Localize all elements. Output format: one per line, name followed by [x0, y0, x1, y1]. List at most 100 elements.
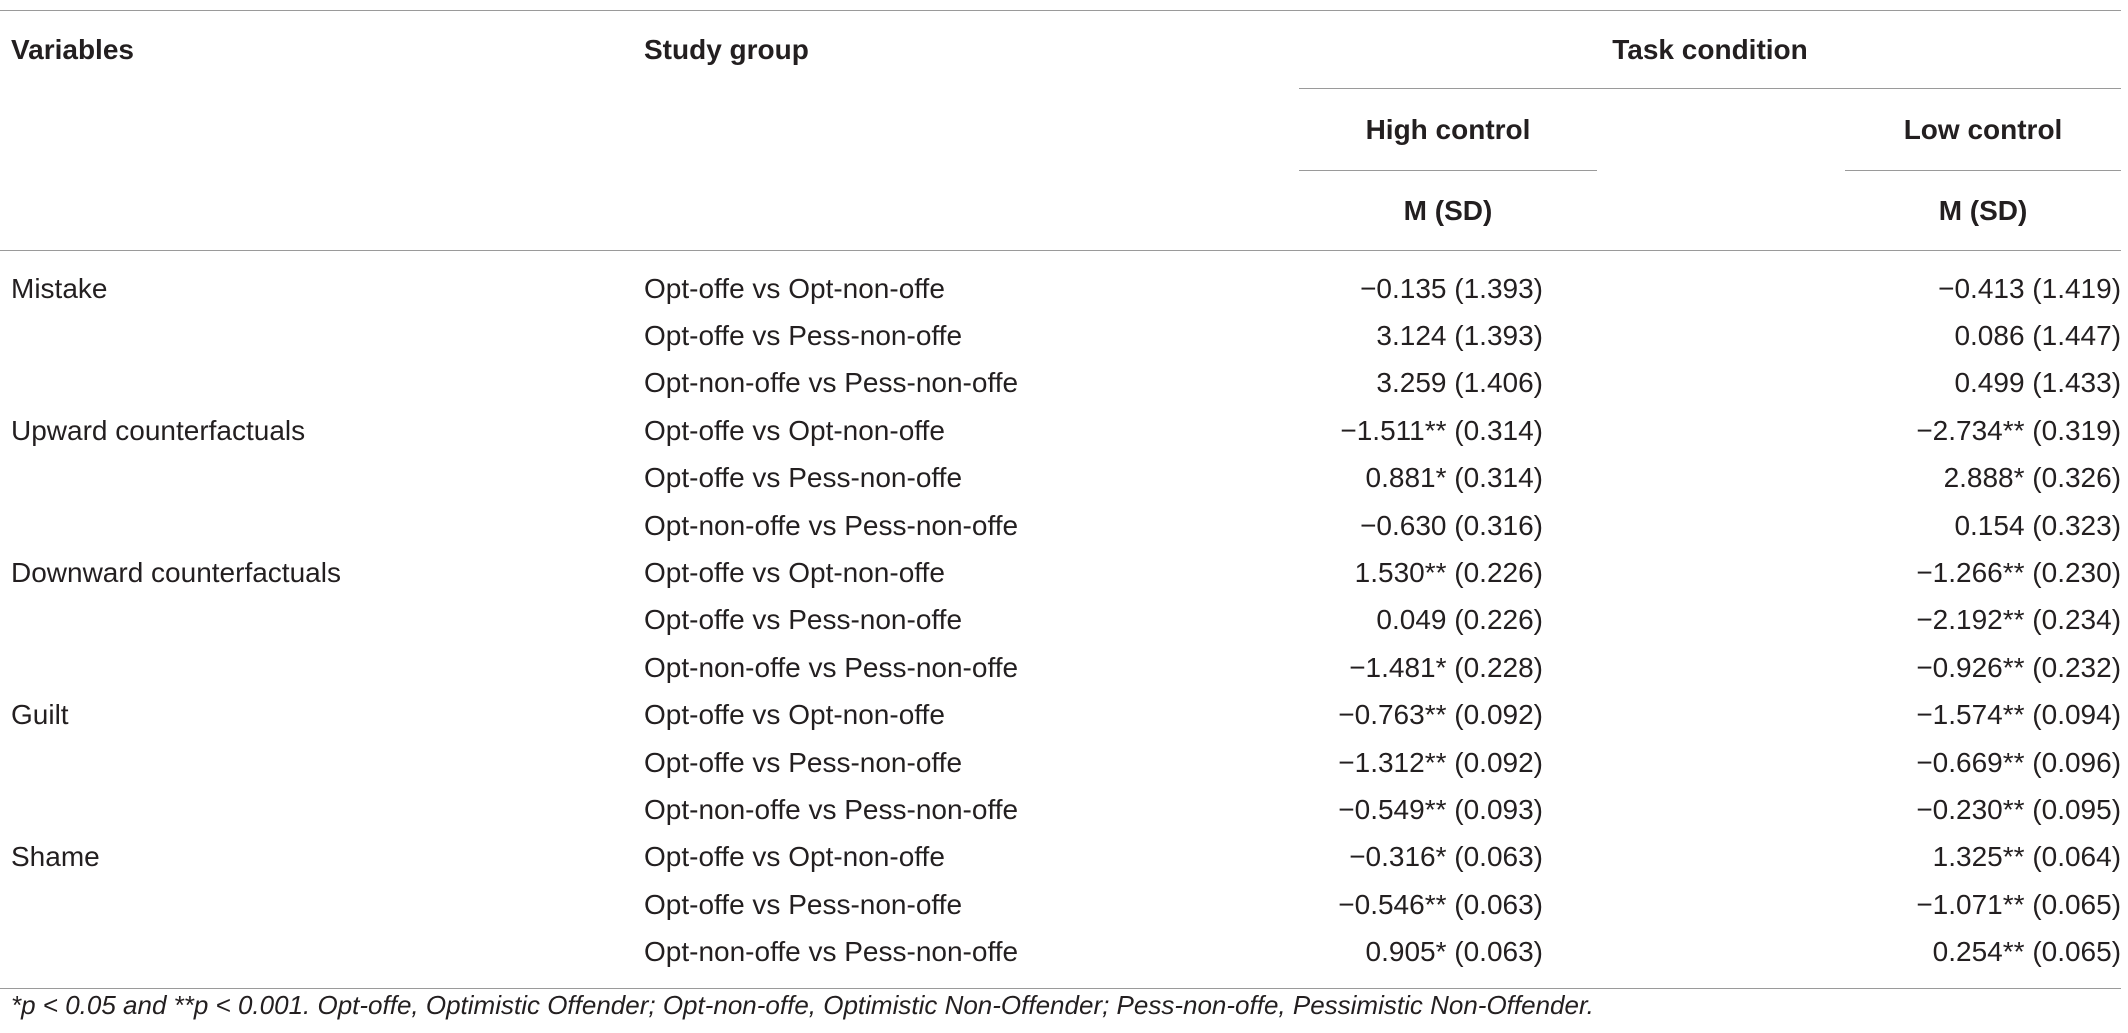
cell-low-control: 1.325** (0.064)	[1932, 841, 2122, 873]
cell-low-control: −1.266** (0.230)	[1916, 557, 2122, 589]
cell-study-group: Opt-offe vs Pess-non-offe	[644, 462, 963, 494]
cell-high-control: −1.481* (0.228)	[1349, 651, 1543, 683]
header-row-2: High control Low control	[0, 88, 2122, 171]
table-footnote: *p < 0.05 and **p < 0.001. Opt-offe, Opt…	[11, 990, 1594, 1020]
cell-high-control: −1.312** (0.092)	[1338, 746, 1543, 778]
cell-high-control: −0.135 (1.393)	[1360, 272, 1543, 304]
table-row: Upward counterfactuals Opt-offe vs Opt-no…	[0, 407, 2121, 454]
cell-variable	[0, 312, 644, 359]
cell-gap	[1597, 881, 1845, 928]
cell-study-group: Opt-offe vs Opt-non-offe	[644, 414, 945, 446]
header-empty-cell	[0, 170, 644, 251]
cell-low-control: 0.154 (0.323)	[1954, 509, 2122, 541]
cell-variable	[0, 928, 644, 989]
cell-gap	[1597, 786, 1845, 833]
cell-low-control: 0.254** (0.065)	[1845, 928, 2122, 989]
cell-variable	[0, 455, 644, 502]
table-row: Downward counterfactuals Opt-offe vs Opt-…	[0, 549, 2121, 596]
cell-study-group: Opt-non-offe vs Pess-non-offe	[644, 651, 1019, 683]
cell-low-control: −1.574** (0.094)	[1916, 699, 2122, 731]
cell-variable	[0, 502, 644, 549]
cell-gap	[1597, 407, 1845, 454]
table-row: Opt-offe vs Pess-non-offe 0.881* (0.314) 2…	[0, 455, 2121, 502]
cell-low-control: 0.086 (1.447)	[1954, 320, 2122, 352]
cell-study-group: Opt-offe vs Opt-non-offe	[644, 557, 945, 589]
header-high-control: High control	[1299, 88, 1597, 171]
table-row: Opt-offe vs Pess-non-offe −1.312** (0.092…	[0, 739, 2121, 786]
table-row: Opt-offe vs Pess-non-offe 3.124 (1.393) 0.…	[0, 312, 2121, 359]
cell-high-control: 0.049 (0.226)	[1376, 604, 1543, 636]
cell-gap	[1597, 360, 1845, 407]
cell-gap	[1597, 502, 1845, 549]
cell-variable	[0, 739, 644, 786]
cell-high-control: 0.881* (0.314)	[1365, 462, 1543, 494]
table-row: Opt-offe vs Pess-non-offe −0.546** (0.063…	[0, 881, 2121, 928]
table-row: Opt-non-offe vs Pess-non-offe −0.549** (0…	[0, 786, 2121, 833]
cell-low-control: −2.734** (0.319)	[1916, 414, 2122, 446]
cell-study-group: Opt-non-offe vs Pess-non-offe	[644, 793, 1019, 825]
table-body: Mistake Opt-offe vs Opt-non-offe −0.135 (1…	[0, 251, 2122, 989]
cell-variable: Mistake	[11, 272, 108, 304]
cell-study-group: Opt-offe vs Opt-non-offe	[644, 699, 945, 731]
header-row-3: M (SD) M (SD)	[0, 170, 2122, 251]
cell-high-control: 0.905* (0.063)	[1299, 928, 1597, 989]
header-task-condition: Task condition	[1299, 10, 2122, 89]
cell-gap	[1597, 644, 1845, 691]
cell-high-control: 1.530** (0.226)	[1354, 557, 1543, 589]
table-row: Opt-non-offe vs Pess-non-offe 0.905* (0.0…	[0, 928, 2122, 989]
header-m-sd-high: M (SD)	[1299, 170, 1597, 251]
cell-high-control: −0.546** (0.063)	[1338, 888, 1543, 920]
header-empty-cell	[0, 89, 644, 171]
header-gap	[1597, 88, 1845, 171]
cell-gap	[1597, 251, 1845, 313]
cell-high-control: 3.124 (1.393)	[1376, 320, 1543, 352]
cell-gap	[1597, 549, 1845, 596]
cell-low-control: −0.230** (0.095)	[1916, 793, 2122, 825]
cell-gap	[1597, 928, 1845, 989]
cell-variable: Shame	[11, 841, 100, 873]
cell-study-group: Opt-non-offe vs Pess-non-offe	[644, 367, 1019, 399]
header-variables: Variables	[0, 10, 644, 89]
cell-study-group: Opt-offe vs Pess-non-offe	[644, 888, 963, 920]
header-low-control: Low control	[1845, 88, 2122, 171]
cell-low-control: −0.669** (0.096)	[1916, 746, 2122, 778]
cell-variable	[0, 597, 644, 644]
cell-low-control: −1.071** (0.065)	[1916, 888, 2122, 920]
cell-variable	[0, 881, 644, 928]
cell-variable: Upward counterfactuals	[11, 414, 306, 446]
header-empty-cell	[644, 170, 1299, 251]
table-row: Opt-non-offe vs Pess-non-offe 3.259 (1.40…	[0, 360, 2121, 407]
cell-low-control: 0.499 (1.433)	[1954, 367, 2122, 399]
cell-variable	[0, 786, 644, 833]
results-table: Variables Study group Task condition Hig…	[0, 10, 2122, 989]
cell-high-control: −0.630 (0.316)	[1360, 509, 1543, 541]
cell-high-control: −0.763** (0.092)	[1338, 699, 1543, 731]
cell-variable: Downward counterfactuals	[11, 557, 341, 589]
cell-study-group: Opt-offe vs Opt-non-offe	[644, 841, 945, 873]
cell-variable: Guilt	[11, 699, 69, 731]
header-study-group: Study group	[644, 10, 1299, 89]
cell-study-group: Opt-non-offe vs Pess-non-offe	[644, 928, 1299, 989]
header-empty-cell	[644, 89, 1299, 171]
cell-high-control: −1.511** (0.314)	[1340, 414, 1543, 446]
cell-variable	[0, 644, 644, 691]
cell-gap	[1597, 455, 1845, 502]
cell-study-group: Opt-offe vs Pess-non-offe	[644, 746, 963, 778]
table-row: Opt-non-offe vs Pess-non-offe −0.630 (0.3…	[0, 502, 2121, 549]
cell-low-control: −0.413 (1.419)	[1938, 272, 2122, 304]
cell-gap	[1597, 739, 1845, 786]
cell-study-group: Opt-offe vs Pess-non-offe	[644, 604, 963, 636]
table-row: Shame Opt-offe vs Opt-non-offe −0.316* (0.…	[0, 834, 2121, 881]
table-row: Mistake Opt-offe vs Opt-non-offe −0.135 (1…	[0, 251, 2121, 313]
cell-study-group: Opt-offe vs Opt-non-offe	[644, 272, 945, 304]
cell-gap	[1597, 692, 1845, 739]
cell-gap	[1597, 597, 1845, 644]
header-row-1: Variables Study group Task condition	[0, 10, 2122, 89]
cell-low-control: −0.926** (0.232)	[1916, 651, 2122, 683]
table-header: Variables Study group Task condition Hig…	[0, 10, 2122, 251]
table-row: Opt-offe vs Pess-non-offe 0.049 (0.226) −2…	[0, 597, 2121, 644]
cell-high-control: −0.549** (0.093)	[1338, 793, 1543, 825]
cell-study-group: Opt-non-offe vs Pess-non-offe	[644, 509, 1019, 541]
cell-study-group: Opt-offe vs Pess-non-offe	[644, 320, 963, 352]
